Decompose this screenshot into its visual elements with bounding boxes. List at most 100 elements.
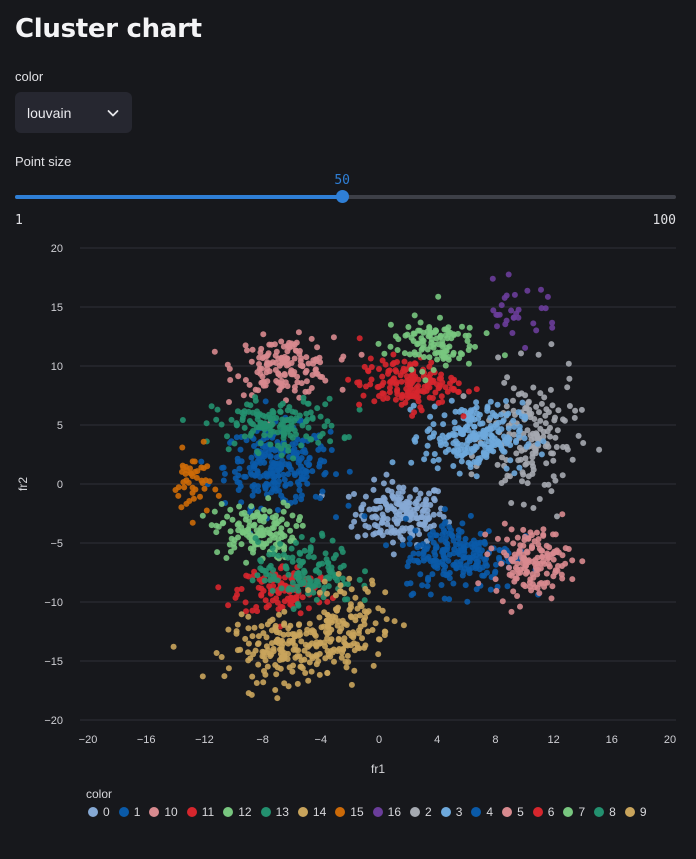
data-point <box>267 441 274 448</box>
data-point <box>569 456 576 463</box>
data-point <box>444 434 451 441</box>
data-point <box>427 413 434 420</box>
legend-item-3[interactable]: 3 <box>440 805 463 819</box>
data-point <box>442 449 449 455</box>
data-point <box>384 395 391 402</box>
data-point <box>536 409 542 416</box>
data-point <box>302 388 309 395</box>
legend-item-14[interactable]: 14 <box>297 805 326 819</box>
data-point <box>442 563 449 570</box>
data-point <box>368 376 375 383</box>
data-point <box>370 505 377 512</box>
legend-item-15[interactable]: 15 <box>335 805 364 819</box>
data-point <box>412 527 419 534</box>
data-point <box>503 440 510 447</box>
data-point <box>572 407 579 414</box>
data-point <box>270 573 277 579</box>
data-point <box>299 594 306 601</box>
data-point <box>199 512 206 519</box>
data-point <box>411 557 418 564</box>
legend-label: 3 <box>455 805 463 819</box>
data-point <box>213 522 220 529</box>
legend-item-16[interactable]: 16 <box>372 805 401 819</box>
data-point <box>511 470 518 477</box>
data-point <box>274 664 281 671</box>
data-point <box>508 500 515 506</box>
data-point <box>278 445 285 452</box>
legend-item-8[interactable]: 8 <box>594 805 616 819</box>
color-select[interactable]: louvain <box>15 92 132 133</box>
legend-item-4[interactable]: 4 <box>471 805 493 819</box>
data-point <box>504 536 510 543</box>
data-point <box>285 683 292 690</box>
data-point <box>554 513 560 520</box>
data-point <box>243 531 250 538</box>
data-point <box>541 481 548 488</box>
data-point <box>506 564 512 571</box>
data-point <box>450 550 457 557</box>
legend-item-1[interactable]: 1 <box>118 805 140 819</box>
legend-item-10[interactable]: 10 <box>149 805 178 819</box>
data-point <box>340 562 347 569</box>
data-point <box>258 592 265 599</box>
data-point <box>520 501 527 508</box>
data-point <box>374 384 381 390</box>
legend-item-2[interactable]: 2 <box>410 805 432 819</box>
legend-item-13[interactable]: 13 <box>260 805 289 819</box>
data-point <box>559 575 566 582</box>
data-point <box>292 493 299 500</box>
data-point <box>578 406 585 413</box>
data-point <box>248 454 255 461</box>
data-point <box>242 473 249 480</box>
data-point <box>532 447 539 454</box>
data-point <box>261 506 267 513</box>
data-point <box>359 635 365 642</box>
data-point <box>487 431 494 438</box>
data-point <box>270 551 277 558</box>
y-axis-label: fr2 <box>16 477 30 491</box>
data-point <box>240 392 247 399</box>
data-point <box>225 602 232 609</box>
data-point <box>487 414 494 421</box>
point-size-slider-thumb[interactable] <box>336 190 350 203</box>
legend-item-12[interactable]: 12 <box>223 805 252 819</box>
data-point <box>539 547 546 554</box>
data-point <box>346 606 353 613</box>
data-point <box>316 614 323 621</box>
data-point <box>351 518 358 525</box>
legend-item-6[interactable]: 6 <box>532 805 554 819</box>
data-point <box>437 439 444 446</box>
legend-item-9[interactable]: 9 <box>624 805 647 819</box>
legend-item-0[interactable]: 0 <box>88 805 110 819</box>
data-point <box>467 464 474 471</box>
data-point <box>464 338 471 344</box>
data-point <box>547 386 554 393</box>
data-point <box>407 580 414 587</box>
data-point <box>246 381 253 388</box>
data-point <box>579 558 586 565</box>
data-point <box>498 445 505 452</box>
data-point <box>246 523 253 529</box>
x-tick-label: −20 <box>79 734 98 746</box>
page-title: Cluster chart <box>15 14 202 44</box>
data-point <box>258 379 265 386</box>
data-point <box>514 593 521 599</box>
data-point <box>228 416 235 423</box>
data-point <box>289 512 296 519</box>
data-point <box>307 548 314 555</box>
point-size-slider-track[interactable] <box>15 190 676 203</box>
data-point <box>420 550 427 557</box>
legend-item-7[interactable]: 7 <box>563 805 585 819</box>
data-point <box>503 465 510 472</box>
data-point <box>401 358 408 365</box>
legend-item-11[interactable]: 11 <box>186 805 214 819</box>
data-point <box>394 386 401 393</box>
data-point <box>460 544 467 551</box>
cluster-scatter-chart[interactable]: −20 −15 −10 −5 0 5 10 15 20 −20 −16 −12 −8 −4 0 4 8 12 16… <box>0 240 696 785</box>
data-point <box>203 507 210 514</box>
data-point <box>399 542 406 549</box>
data-point <box>466 435 473 442</box>
legend-item-5[interactable]: 5 <box>502 805 524 819</box>
data-point <box>392 367 399 374</box>
y-tick-label: 15 <box>51 302 63 314</box>
